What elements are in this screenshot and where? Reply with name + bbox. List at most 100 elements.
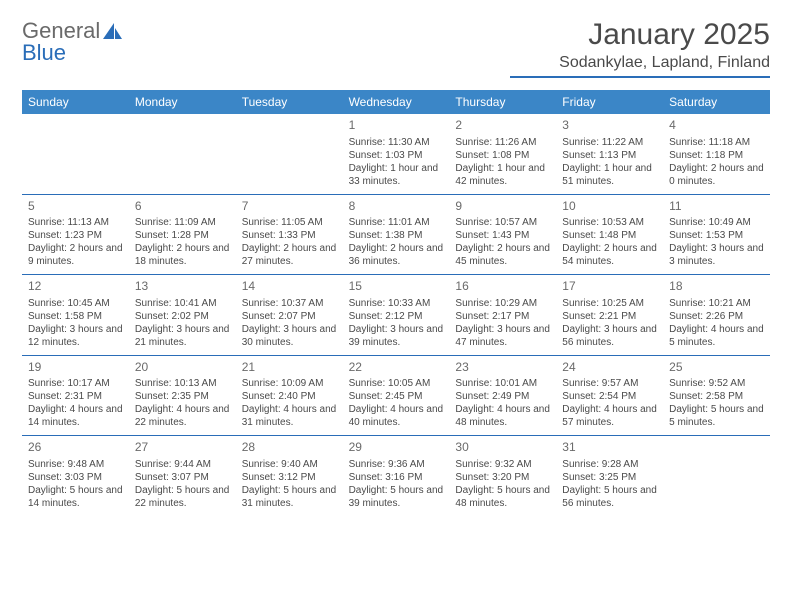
sunrise-line: Sunrise: 10:57 AM (455, 216, 550, 229)
day-cell: 10Sunrise: 10:53 AMSunset: 1:48 PMDaylig… (556, 195, 663, 275)
day-cell: 28Sunrise: 9:40 AMSunset: 3:12 PMDayligh… (236, 436, 343, 516)
sunset-line: Sunset: 2:26 PM (669, 310, 764, 323)
sunset-line: Sunset: 1:53 PM (669, 229, 764, 242)
day-number: 16 (455, 279, 550, 295)
day-cell: 8Sunrise: 11:01 AMSunset: 1:38 PMDayligh… (343, 195, 450, 275)
sunset-line: Sunset: 2:58 PM (669, 390, 764, 403)
sunrise-line: Sunrise: 11:22 AM (562, 136, 657, 149)
daylight-line: Daylight: 5 hours and 5 minutes. (669, 403, 764, 429)
day-number: 17 (562, 279, 657, 295)
daylight-line: Daylight: 2 hours and 0 minutes. (669, 162, 764, 188)
daylight-line: Daylight: 3 hours and 47 minutes. (455, 323, 550, 349)
sunrise-line: Sunrise: 10:33 AM (349, 297, 444, 310)
day-header-sat: Saturday (663, 90, 770, 114)
day-cell: 26Sunrise: 9:48 AMSunset: 3:03 PMDayligh… (22, 436, 129, 516)
sunrise-line: Sunrise: 10:53 AM (562, 216, 657, 229)
sunset-line: Sunset: 2:07 PM (242, 310, 337, 323)
day-cell: 3 Sunrise: 11:22 AMSunset: 1:13 PMDayligh… (556, 114, 663, 194)
sunset-line: Sunset: 1:08 PM (455, 149, 550, 162)
sunrise-line: Sunrise: 11:30 AM (349, 136, 444, 149)
daylight-line: Daylight: 2 hours and 18 minutes. (135, 242, 230, 268)
sunset-line: Sunset: 3:07 PM (135, 471, 230, 484)
daylight-line: Daylight: 5 hours and 31 minutes. (242, 484, 337, 510)
sunrise-line: Sunrise: 10:05 AM (349, 377, 444, 390)
sunset-line: Sunset: 1:03 PM (349, 149, 444, 162)
day-number: 4 (669, 118, 764, 134)
calendar: Sunday Monday Tuesday Wednesday Thursday… (22, 90, 770, 516)
sunrise-line: Sunrise: 9:48 AM (28, 458, 123, 471)
day-cell: 13Sunrise: 10:41 AMSunset: 2:02 PMDaylig… (129, 275, 236, 355)
daylight-line: Daylight: 1 hour and 33 minutes. (349, 162, 444, 188)
day-cell: 20Sunrise: 10:13 AMSunset: 2:35 PMDaylig… (129, 356, 236, 436)
day-cell: 30Sunrise: 9:32 AMSunset: 3:20 PMDayligh… (449, 436, 556, 516)
sunset-line: Sunset: 2:40 PM (242, 390, 337, 403)
sunset-line: Sunset: 3:25 PM (562, 471, 657, 484)
day-header-fri: Friday (556, 90, 663, 114)
daylight-line: Daylight: 1 hour and 51 minutes. (562, 162, 657, 188)
day-number: 3 (562, 118, 657, 134)
day-header-row: Sunday Monday Tuesday Wednesday Thursday… (22, 90, 770, 114)
day-cell: 14Sunrise: 10:37 AMSunset: 2:07 PMDaylig… (236, 275, 343, 355)
day-cell: 9Sunrise: 10:57 AMSunset: 1:43 PMDayligh… (449, 195, 556, 275)
sunrise-line: Sunrise: 10:09 AM (242, 377, 337, 390)
day-number: 10 (562, 199, 657, 215)
sunset-line: Sunset: 2:17 PM (455, 310, 550, 323)
day-cell (236, 114, 343, 194)
sunset-line: Sunset: 2:21 PM (562, 310, 657, 323)
sunset-line: Sunset: 2:45 PM (349, 390, 444, 403)
day-number: 7 (242, 199, 337, 215)
daylight-line: Daylight: 5 hours and 48 minutes. (455, 484, 550, 510)
day-cell: 2Sunrise: 11:26 AMSunset: 1:08 PMDayligh… (449, 114, 556, 194)
day-cell: 19Sunrise: 10:17 AMSunset: 2:31 PMDaylig… (22, 356, 129, 436)
day-number: 25 (669, 360, 764, 376)
day-number: 22 (349, 360, 444, 376)
sunrise-line: Sunrise: 11:05 AM (242, 216, 337, 229)
day-number: 8 (349, 199, 444, 215)
sunrise-line: Sunrise: 9:52 AM (669, 377, 764, 390)
sunset-line: Sunset: 1:43 PM (455, 229, 550, 242)
day-cell: 29Sunrise: 9:36 AMSunset: 3:16 PMDayligh… (343, 436, 450, 516)
title-block: January 2025 Sodankylae, Lapland, Finlan… (510, 18, 770, 78)
day-cell: 15 Sunrise: 10:33 AMSunset: 2:12 PMDaylig… (343, 275, 450, 355)
day-cell: 7Sunrise: 11:05 AMSunset: 1:33 PMDayligh… (236, 195, 343, 275)
week-row: 1Sunrise: 11:30 AMSunset: 1:03 PMDayligh… (22, 114, 770, 195)
day-cell: 17Sunrise: 10:25 AMSunset: 2:21 PMDaylig… (556, 275, 663, 355)
sunset-line: Sunset: 2:12 PM (349, 310, 444, 323)
sunrise-line: Sunrise: 9:28 AM (562, 458, 657, 471)
day-number: 6 (135, 199, 230, 215)
sunset-line: Sunset: 1:23 PM (28, 229, 123, 242)
sunset-line: Sunset: 1:58 PM (28, 310, 123, 323)
sunset-line: Sunset: 2:35 PM (135, 390, 230, 403)
day-cell: 21Sunrise: 10:09 AMSunset: 2:40 PMDaylig… (236, 356, 343, 436)
daylight-line: Daylight: 3 hours and 39 minutes. (349, 323, 444, 349)
sunset-line: Sunset: 1:18 PM (669, 149, 764, 162)
sunrise-line: Sunrise: 11:09 AM (135, 216, 230, 229)
daylight-line: Daylight: 2 hours and 9 minutes. (28, 242, 123, 268)
sunrise-line: Sunrise: 10:01 AM (455, 377, 550, 390)
day-number: 29 (349, 440, 444, 456)
day-cell: 12Sunrise: 10:45 AMSunset: 1:58 PMDaylig… (22, 275, 129, 355)
day-header-tue: Tuesday (236, 90, 343, 114)
daylight-line: Daylight: 5 hours and 39 minutes. (349, 484, 444, 510)
week-row: 26Sunrise: 9:48 AMSunset: 3:03 PMDayligh… (22, 436, 770, 516)
daylight-line: Daylight: 4 hours and 40 minutes. (349, 403, 444, 429)
day-cell (22, 114, 129, 194)
daylight-line: Daylight: 5 hours and 56 minutes. (562, 484, 657, 510)
sunset-line: Sunset: 1:13 PM (562, 149, 657, 162)
daylight-line: Daylight: 2 hours and 54 minutes. (562, 242, 657, 268)
day-cell (663, 436, 770, 516)
day-number: 11 (669, 199, 764, 215)
daylight-line: Daylight: 2 hours and 36 minutes. (349, 242, 444, 268)
sunset-line: Sunset: 1:28 PM (135, 229, 230, 242)
day-cell: 31Sunrise: 9:28 AMSunset: 3:25 PMDayligh… (556, 436, 663, 516)
sunset-line: Sunset: 3:20 PM (455, 471, 550, 484)
day-number: 2 (455, 118, 550, 134)
daylight-line: Daylight: 5 hours and 22 minutes. (135, 484, 230, 510)
week-row: 19Sunrise: 10:17 AMSunset: 2:31 PMDaylig… (22, 356, 770, 437)
sunset-line: Sunset: 3:12 PM (242, 471, 337, 484)
sunset-line: Sunset: 2:49 PM (455, 390, 550, 403)
month-title: January 2025 (510, 18, 770, 52)
day-number: 15 (349, 279, 444, 295)
location: Sodankylae, Lapland, Finland (510, 54, 770, 78)
daylight-line: Daylight: 2 hours and 45 minutes. (455, 242, 550, 268)
